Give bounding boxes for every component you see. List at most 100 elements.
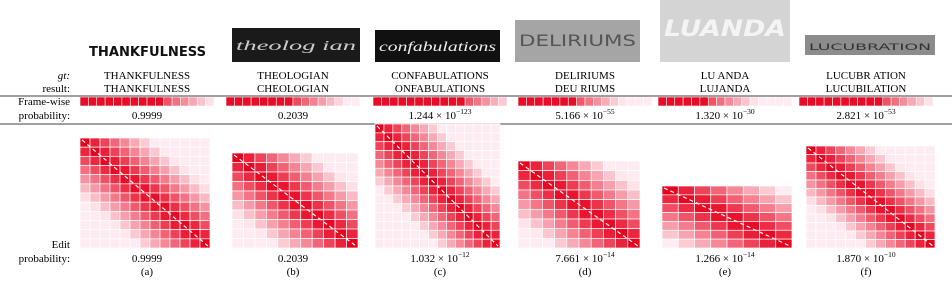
frame-cell bbox=[180, 96, 190, 107]
frame-cell bbox=[832, 96, 842, 107]
frame-cell bbox=[155, 96, 165, 107]
probability-exponent: −55 bbox=[603, 107, 615, 116]
matrix-cell bbox=[119, 210, 131, 221]
matrix-cell bbox=[374, 176, 385, 187]
matrix-cell bbox=[825, 239, 837, 249]
matrix-cell bbox=[627, 179, 641, 191]
probability: 1.320 × 10−30 bbox=[695, 107, 754, 122]
matrix-cell bbox=[677, 212, 695, 222]
probability-mantissa: 0.2039 bbox=[278, 110, 309, 122]
matrix-cell bbox=[885, 188, 896, 198]
matrix-cell bbox=[463, 167, 474, 178]
matrix-cell bbox=[904, 179, 916, 189]
matrix-cell bbox=[578, 199, 592, 210]
matrix-cell bbox=[694, 194, 712, 205]
frame-cell bbox=[567, 96, 577, 107]
matrix-cell bbox=[254, 228, 267, 239]
frame-cell bbox=[758, 96, 768, 107]
frame-cell bbox=[498, 96, 508, 107]
matrix-cell bbox=[904, 196, 916, 206]
matrix-cell bbox=[578, 189, 592, 201]
matrix-cell bbox=[455, 185, 465, 196]
probability-mantissa: 0.2039 bbox=[278, 253, 309, 265]
matrix-cell bbox=[254, 190, 267, 201]
frame-cell bbox=[857, 96, 867, 107]
matrix-cell bbox=[410, 123, 420, 134]
matrix-cell bbox=[914, 205, 926, 215]
matrix-cell bbox=[490, 238, 501, 249]
probability-exponent: −10 bbox=[884, 250, 896, 259]
matrix-cell bbox=[463, 159, 474, 169]
matrix-cell bbox=[300, 190, 313, 201]
probability: 0.9999 bbox=[132, 253, 163, 265]
frame-cell bbox=[691, 96, 701, 107]
matrix-cell bbox=[129, 155, 141, 166]
matrix-cell bbox=[109, 220, 121, 231]
matrix-cell bbox=[885, 154, 896, 164]
matrix-cell bbox=[865, 154, 876, 164]
matrix-cell bbox=[578, 228, 592, 239]
matrix-cell bbox=[419, 194, 429, 205]
probability: 5.166 × 10−55 bbox=[555, 107, 614, 122]
probability-mantissa: 2.821 × 10 bbox=[836, 110, 884, 122]
matrix-cell bbox=[517, 199, 531, 210]
frame-cell bbox=[534, 96, 544, 107]
matrix-cell bbox=[300, 209, 313, 220]
matrix-cell bbox=[446, 141, 456, 151]
matrix-cell bbox=[79, 155, 91, 166]
matrix-cell bbox=[410, 150, 420, 160]
matrix-cell bbox=[481, 176, 492, 187]
matrix-cell bbox=[490, 221, 501, 231]
frame-cell bbox=[225, 96, 235, 107]
frame-cell bbox=[807, 96, 817, 107]
matrix-cell bbox=[437, 167, 447, 178]
matrix-cell bbox=[383, 203, 394, 213]
matrix-cell bbox=[855, 230, 866, 240]
matrix-cell bbox=[914, 213, 926, 223]
matrix-cell bbox=[554, 237, 568, 249]
matrix-cell bbox=[855, 145, 866, 155]
matrix-cell bbox=[243, 228, 256, 239]
matrix-cell bbox=[323, 200, 336, 211]
matrix-cell bbox=[904, 222, 916, 232]
matrix-cell bbox=[615, 218, 629, 230]
matrix-cell bbox=[825, 179, 837, 189]
matrix-cell bbox=[119, 146, 131, 157]
matrix-cell bbox=[89, 229, 101, 240]
matrix-cell bbox=[89, 165, 101, 176]
matrix-cell bbox=[254, 238, 267, 249]
matrix-cell bbox=[875, 145, 886, 155]
matrix-cell bbox=[677, 194, 695, 205]
matrix-cell bbox=[300, 162, 313, 173]
matrix-cell bbox=[109, 238, 121, 249]
matrix-cell bbox=[410, 176, 420, 187]
matrix-cell bbox=[119, 192, 131, 203]
probability-exponent: −30 bbox=[743, 107, 755, 116]
matrix-cell bbox=[463, 185, 474, 196]
word-image-text: THANKFULNESS bbox=[89, 45, 206, 60]
subfigure-label: (c) bbox=[434, 266, 447, 278]
matrix-cell bbox=[894, 145, 906, 155]
matrix-cell bbox=[455, 150, 465, 160]
matrix-cell bbox=[374, 229, 385, 240]
matrix-cell bbox=[266, 152, 279, 163]
matrix-cell bbox=[334, 200, 347, 211]
matrix-cell bbox=[428, 150, 438, 160]
matrix-cell bbox=[419, 185, 429, 196]
matrix-cell bbox=[914, 162, 926, 172]
matrix-cell bbox=[529, 228, 543, 239]
matrix-cell bbox=[129, 146, 141, 157]
matrix-cell bbox=[189, 238, 201, 249]
matrix-cell bbox=[542, 199, 555, 210]
row-label: result: bbox=[43, 83, 71, 95]
frame-cell bbox=[815, 96, 825, 107]
matrix-cell bbox=[109, 183, 121, 194]
matrix-cell bbox=[277, 219, 290, 230]
matrix-cell bbox=[661, 194, 679, 205]
subfigure-label: (b) bbox=[287, 266, 300, 278]
matrix-cell bbox=[845, 196, 856, 206]
result-text: LUJANDA bbox=[700, 83, 751, 95]
matrix-cell bbox=[517, 237, 531, 249]
matrix-cell bbox=[742, 212, 760, 222]
matrix-cell bbox=[542, 208, 555, 220]
